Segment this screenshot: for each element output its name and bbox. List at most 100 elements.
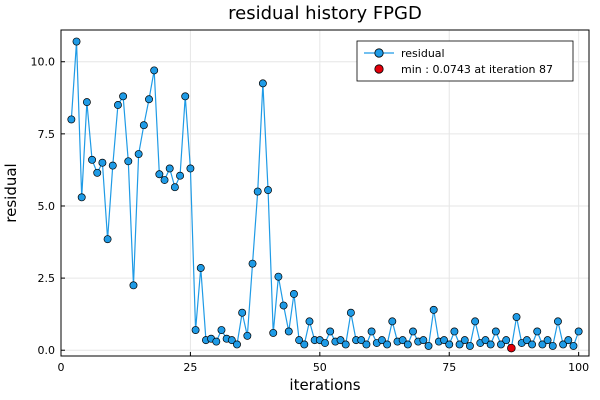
data-point: [284, 327, 293, 336]
data-point: [119, 92, 128, 101]
legend-box: [356, 40, 574, 82]
data-point: [93, 168, 102, 177]
y-tick-label: 0.0: [38, 344, 56, 357]
data-point: [300, 340, 309, 349]
data-point: [289, 290, 298, 298]
data-point: [341, 340, 350, 349]
data-point: [419, 336, 428, 345]
data-point: [139, 121, 148, 130]
data-point: [212, 337, 221, 346]
data-point: [217, 326, 226, 334]
data-point: [522, 336, 531, 345]
data-point: [543, 336, 552, 345]
x-axis-ticks: 0 25 50 75 100: [58, 352, 589, 374]
data-point: [569, 341, 578, 350]
y-tick-label: 7.5: [38, 128, 56, 141]
y-tick-label: 10.0: [31, 56, 56, 69]
data-point: [108, 161, 117, 170]
data-point: [145, 95, 153, 104]
legend-series-label: residual: [401, 47, 445, 60]
data-point: [124, 157, 133, 166]
data-point: [553, 317, 562, 326]
data-point: [465, 341, 474, 350]
data-point: [564, 336, 573, 345]
data-point: [170, 183, 179, 192]
data-point: [502, 336, 511, 345]
data-point: [88, 155, 97, 164]
min-point-marker: [507, 343, 516, 353]
data-point: [191, 326, 200, 334]
data-point: [326, 327, 335, 336]
data-point: [321, 339, 329, 347]
data-point: [455, 340, 464, 349]
data-point: [269, 328, 278, 337]
data-point: [295, 336, 304, 345]
data-point: [538, 340, 547, 349]
data-point: [233, 340, 241, 349]
data-point: [98, 158, 107, 167]
data-point: [160, 176, 169, 184]
data-point: [253, 187, 262, 196]
data-point: [377, 336, 386, 345]
data-point: [113, 101, 122, 109]
data-point: [279, 301, 288, 310]
data-point: [227, 336, 236, 345]
data-point: [186, 164, 195, 173]
data-point: [243, 331, 252, 340]
legend: residual min : 0.0743 at iteration 87: [356, 40, 574, 82]
data-point: [82, 98, 91, 107]
data-point: [398, 336, 407, 345]
x-tick-label: 75: [442, 361, 456, 374]
data-point: [497, 340, 505, 349]
data-point: [471, 317, 480, 326]
data-point: [424, 341, 433, 350]
data-point: [383, 340, 392, 349]
legend-min-label: min : 0.0743 at iteration 87: [401, 63, 553, 76]
x-tick-label: 100: [568, 361, 589, 374]
plot-frame: [60, 29, 590, 357]
data-point: [150, 66, 159, 75]
series-line-group: [70, 41, 580, 350]
data-point: [574, 327, 583, 336]
data-point: [165, 164, 174, 173]
series-line-residual: [70, 41, 580, 350]
data-point: [77, 193, 86, 202]
data-point: [533, 327, 542, 336]
y-tick-label: 2.5: [38, 272, 56, 285]
data-point: [103, 235, 112, 244]
data-point: [460, 336, 469, 345]
data-point: [196, 264, 205, 272]
data-point: [481, 336, 490, 345]
data-point: [134, 150, 143, 159]
data-point: [429, 305, 438, 314]
data-point: [491, 327, 500, 336]
data-point: [181, 92, 190, 101]
data-point: [238, 308, 247, 317]
data-point: [512, 313, 521, 322]
x-axis-label: iterations: [289, 376, 360, 394]
data-point: [445, 340, 454, 349]
data-point: [528, 340, 537, 349]
data-point: [67, 115, 76, 124]
legend-series-marker: [374, 48, 384, 58]
y-tick-label: 5.0: [38, 200, 56, 213]
data-point: [336, 336, 345, 345]
data-point: [362, 340, 371, 349]
x-tick-label: 25: [183, 361, 197, 374]
data-points: [67, 37, 583, 353]
data-point: [72, 37, 81, 46]
data-point: [274, 272, 283, 281]
data-point: [403, 340, 412, 349]
chart-title: residual history FPGD: [228, 3, 422, 24]
data-point: [346, 308, 355, 317]
data-point: [155, 170, 164, 179]
y-axis-ticks: 0.0 2.5 5.0 7.5 10.0: [31, 56, 65, 357]
data-point: [486, 340, 495, 349]
y-axis-label: residual: [2, 163, 20, 222]
data-point: [258, 79, 267, 88]
data-point: [440, 336, 449, 345]
x-tick-label: 50: [313, 361, 327, 374]
data-point: [264, 186, 273, 195]
data-point: [305, 317, 314, 326]
